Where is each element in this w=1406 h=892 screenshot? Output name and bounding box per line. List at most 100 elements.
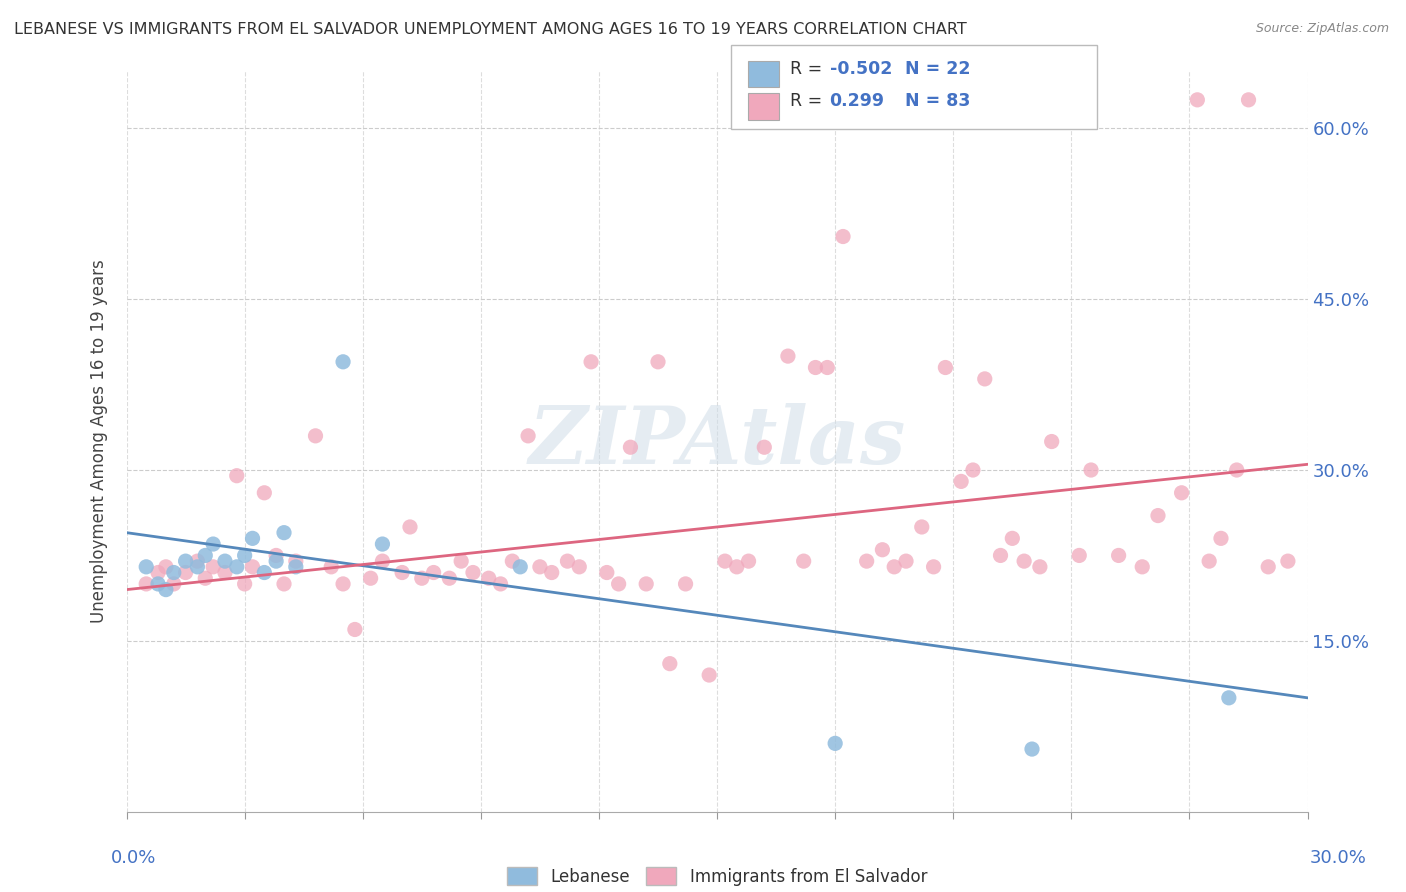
Point [343, 623, 366, 637]
Point [273, 525, 295, 540]
Point [332, 355, 354, 369]
Point [647, 355, 669, 369]
Point [737, 554, 759, 568]
Point [1218, 690, 1240, 705]
Point [568, 559, 591, 574]
Point [973, 372, 995, 386]
Point [304, 429, 326, 443]
Point [1209, 532, 1232, 546]
Point [557, 554, 579, 568]
Point [233, 549, 256, 563]
Point [1257, 559, 1279, 574]
Point [253, 566, 276, 580]
Point [824, 736, 846, 750]
Point [883, 559, 905, 574]
Point [242, 532, 264, 546]
Point [450, 554, 472, 568]
Point [855, 554, 877, 568]
Point [439, 571, 461, 585]
Point [163, 577, 186, 591]
Point [214, 566, 236, 580]
Point [1029, 559, 1052, 574]
Point [675, 577, 697, 591]
Point [186, 554, 208, 568]
Point [214, 554, 236, 568]
Point [411, 571, 433, 585]
Point [934, 360, 956, 375]
Point [1187, 93, 1209, 107]
Y-axis label: Unemployment Among Ages 16 to 19 years: Unemployment Among Ages 16 to 19 years [90, 260, 108, 624]
Point [391, 566, 413, 580]
Point [273, 577, 295, 591]
Point [1277, 554, 1299, 568]
Point [242, 559, 264, 574]
Point [202, 537, 225, 551]
Point [911, 520, 934, 534]
Point [233, 577, 256, 591]
Text: 0.0%: 0.0% [111, 848, 156, 866]
Text: R =: R = [790, 93, 828, 111]
Point [194, 571, 217, 585]
Point [225, 468, 247, 483]
Point [155, 559, 177, 574]
Text: 30.0%: 30.0% [1310, 848, 1367, 866]
Point [461, 566, 484, 580]
Point [174, 566, 197, 580]
Point [804, 360, 827, 375]
Point [284, 559, 307, 574]
Point [194, 549, 217, 563]
Point [163, 566, 186, 580]
Point [517, 429, 540, 443]
Point [607, 577, 630, 591]
Point [1012, 554, 1035, 568]
Point [832, 229, 855, 244]
Point [332, 577, 354, 591]
Point [489, 577, 512, 591]
Point [253, 485, 276, 500]
Point [714, 554, 737, 568]
Point [135, 559, 157, 574]
Point [1147, 508, 1170, 523]
Point [509, 559, 531, 574]
Point [754, 440, 776, 454]
Point [793, 554, 815, 568]
Point [225, 559, 247, 574]
Text: Source: ZipAtlas.com: Source: ZipAtlas.com [1256, 22, 1389, 36]
Point [174, 554, 197, 568]
Point [399, 520, 422, 534]
Point [596, 566, 619, 580]
Point [776, 349, 799, 363]
Point [501, 554, 523, 568]
Point [422, 566, 444, 580]
Text: LEBANESE VS IMMIGRANTS FROM EL SALVADOR UNEMPLOYMENT AMONG AGES 16 TO 19 YEARS C: LEBANESE VS IMMIGRANTS FROM EL SALVADOR … [14, 22, 967, 37]
Point [579, 355, 602, 369]
Point [360, 571, 382, 585]
Point [872, 542, 894, 557]
Point [135, 577, 157, 591]
Point [894, 554, 917, 568]
Point [1080, 463, 1102, 477]
Point [990, 549, 1012, 563]
Point [619, 440, 641, 454]
Point [1021, 742, 1043, 756]
Point [321, 559, 343, 574]
Point [1130, 559, 1153, 574]
Point [962, 463, 984, 477]
Point [1069, 549, 1091, 563]
Point [1226, 463, 1249, 477]
Point [371, 537, 394, 551]
Point [371, 554, 394, 568]
Point [922, 559, 945, 574]
Point [725, 559, 748, 574]
Point [284, 554, 307, 568]
Text: ZIPAtlas: ZIPAtlas [529, 403, 905, 480]
Point [478, 571, 501, 585]
Point [202, 559, 225, 574]
Point [1198, 554, 1220, 568]
Point [186, 559, 208, 574]
Point [1001, 532, 1024, 546]
Point [1108, 549, 1130, 563]
Point [1040, 434, 1063, 449]
Point [658, 657, 681, 671]
Text: N = 83: N = 83 [905, 93, 970, 111]
